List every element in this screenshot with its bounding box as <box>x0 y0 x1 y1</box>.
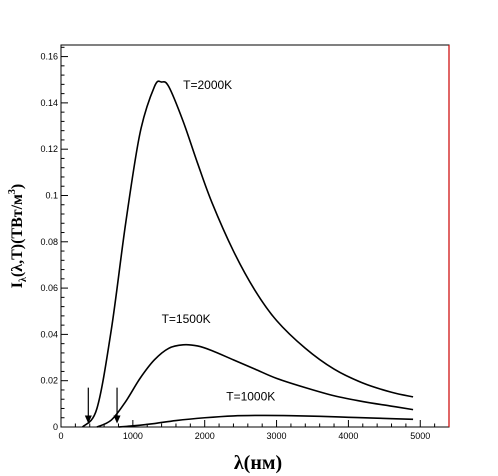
x-tick-label: 2000 <box>195 431 215 441</box>
y-title-args: (λ,T)(ТВт/м <box>9 194 26 277</box>
y-title-sub: λ <box>18 277 29 282</box>
x-tick-label: 0 <box>58 431 63 441</box>
y-title-sup: 3 <box>7 189 18 194</box>
curve-label: T=1000K <box>226 389 275 403</box>
y-tick-label: 0.04 <box>40 329 58 339</box>
curve-T=2000K <box>81 80 414 428</box>
curve-label: T=1500K <box>162 312 211 326</box>
x-tick-label: 5000 <box>410 431 430 441</box>
curve-label: T=2000K <box>183 78 232 92</box>
curve-T=1500K <box>96 343 414 428</box>
y-tick-label: 0.16 <box>40 52 58 62</box>
y-title-close: ) <box>9 184 26 189</box>
curves <box>81 80 414 428</box>
ticks <box>60 46 436 428</box>
arrow-head <box>84 415 92 424</box>
y-tick-label: 0.12 <box>40 144 58 154</box>
curve-T=1000K <box>118 414 414 428</box>
y-title-main: I <box>9 282 26 288</box>
y-tick-label: 0.06 <box>40 283 58 293</box>
arrows <box>84 387 121 424</box>
y-axis-title: Iλ(λ,T)(ТВт/м3) <box>7 184 29 289</box>
y-tick-label: 0.14 <box>40 98 58 108</box>
arrow-head <box>113 415 121 424</box>
x-tick-label: 3000 <box>267 431 287 441</box>
tick-labels: 0 1000 2000 3000 4000 5000 0 0.02 0.04 0.06 0.08 0.… <box>40 52 430 441</box>
y-tick-label: 0.1 <box>45 190 58 200</box>
x-axis-title: λ(нм) <box>234 452 282 474</box>
x-tick-label: 1000 <box>123 431 143 441</box>
y-tick-label: 0 <box>53 422 58 432</box>
x-tick-label: 4000 <box>338 431 358 441</box>
y-tick-label: 0.02 <box>40 376 58 386</box>
y-tick-label: 0.08 <box>40 237 58 247</box>
svg-text:Iλ(λ,T)(ТВт/м3): Iλ(λ,T)(ТВт/м3) <box>7 184 29 289</box>
curve-labels: T=2000K T=1500K T=1000K <box>162 78 276 403</box>
